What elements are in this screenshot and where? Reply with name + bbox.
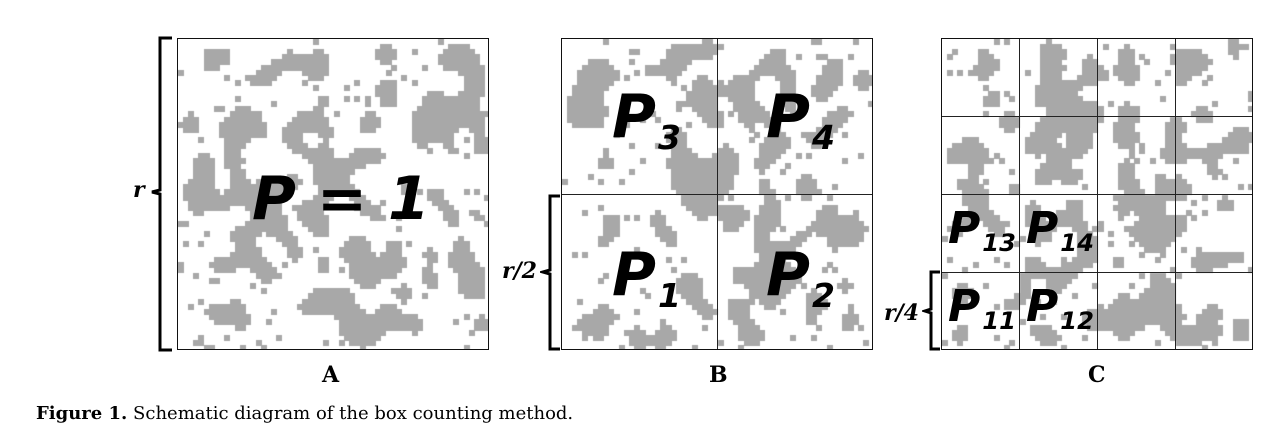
label-p3: P3 — [612, 82, 681, 157]
label-p2: P2 — [766, 240, 835, 315]
figure-caption: Figure 1. Schematic diagram of the box c… — [36, 403, 573, 424]
panel-letter-a: A — [322, 362, 340, 388]
panel-letter-c: C — [1088, 362, 1106, 388]
scale-label-r-half: r/2 — [502, 258, 537, 284]
bracket-r-half — [540, 194, 560, 351]
panel-a: P = 1 — [177, 38, 489, 350]
label-p4: P4 — [766, 82, 835, 157]
grid-line-horizontal — [942, 116, 1252, 117]
scale-label-r-quarter: r/4 — [884, 300, 919, 326]
grid-line-horizontal — [942, 194, 1252, 195]
grid-line-horizontal — [562, 194, 872, 195]
panel-letter-b: B — [709, 362, 728, 388]
bracket-r-quarter — [922, 270, 940, 351]
label-p11: P11 — [948, 281, 1016, 336]
texture-a — [178, 39, 488, 349]
figure-label: Figure 1. — [36, 403, 128, 424]
grid-line-horizontal — [942, 272, 1252, 273]
panel-c: P13 P14 P11 P12 — [941, 38, 1253, 350]
label-p13: P13 — [948, 203, 1016, 258]
label-p12: P12 — [1026, 281, 1094, 336]
scale-label-r: r — [133, 177, 145, 203]
bracket-r — [151, 36, 172, 352]
label-p1: P1 — [612, 240, 681, 315]
label-p14: P14 — [1026, 203, 1094, 258]
caption-text: Schematic diagram of the box counting me… — [133, 403, 574, 424]
panel-b: P3 P4 P1 P2 — [561, 38, 873, 350]
label-p-equals-1: P = 1 — [252, 164, 430, 234]
